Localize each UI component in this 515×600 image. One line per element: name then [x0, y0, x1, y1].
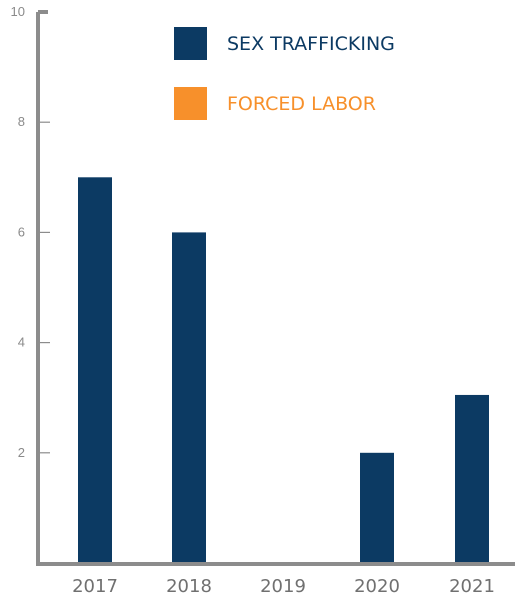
- bar-2018: [172, 232, 206, 563]
- legend-label: FORCED LABOR: [227, 93, 376, 115]
- y-tick-label: 6: [18, 224, 25, 239]
- x-tick-label: 2017: [72, 576, 118, 597]
- legend: SEX TRAFFICKING FORCED LABOR: [174, 27, 395, 120]
- legend-swatch: [174, 87, 207, 120]
- y-tick-label: 8: [18, 114, 25, 129]
- y-tick-label: 4: [18, 335, 25, 350]
- legend-label: SEX TRAFFICKING: [227, 33, 395, 55]
- x-tick-label: 2019: [260, 576, 306, 597]
- bar-2017: [78, 177, 112, 564]
- x-tick-label: 2018: [166, 576, 212, 597]
- y-tick-label: 2: [18, 445, 25, 460]
- bar-2021: [455, 394, 489, 563]
- x-axis: 2017 2018 2019 2020 2021: [36, 562, 515, 597]
- x-tick-label: 2020: [354, 576, 400, 597]
- y-tick-label: 10: [11, 4, 25, 19]
- bar-2020: [360, 452, 394, 563]
- y-axis: 2 4 6 8 10: [11, 4, 50, 565]
- x-tick-label: 2021: [449, 576, 495, 597]
- legend-swatch: [174, 27, 207, 60]
- bars: [78, 177, 489, 564]
